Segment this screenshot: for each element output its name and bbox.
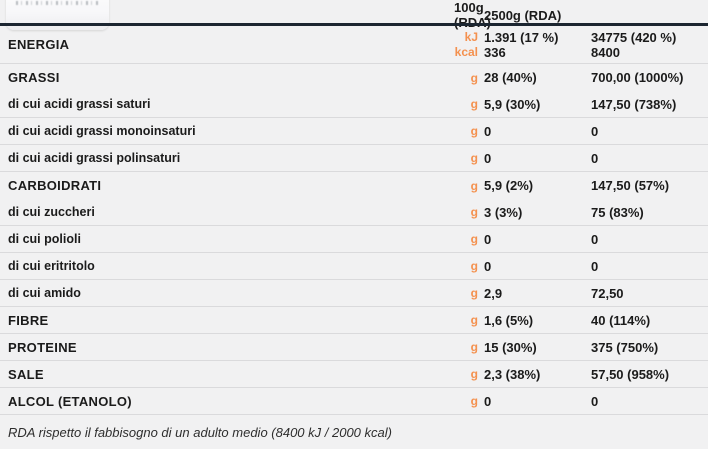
value-2500g: 75 (83%) [591,204,644,220]
nutrient-label: di cui acidi grassi monoinsaturi [8,124,196,138]
unit-label: g [470,124,478,138]
nutrient-label: di cui acidi grassi saturi [8,97,151,111]
nutrient-label: di cui amido [8,286,81,300]
value-100g: 2,9 [484,285,503,301]
value-2500g: 72,50 [591,285,624,301]
value-100g: 28 (40%) [484,70,537,85]
energy-kcal-100g: 336 [484,44,506,60]
table-row: di cui amido g 2,9 72,50 [0,280,708,307]
unit-label: g [470,286,478,300]
value-100g: 1,6 (5%) [484,312,534,328]
nutrient-label: di cui eritritolo [8,259,95,273]
nutrient-label: ALCOL (ETANOLO) [8,393,132,409]
value-2500g: 0 [591,393,599,409]
value-2500g: 40 (114%) [591,312,651,328]
table-row: GRASSI g 28 (40%) 700,00 (1000%) [0,64,708,91]
value-100g: 5,9 (30%) [484,96,541,112]
unit-label: g [470,232,478,246]
unit-label: g [470,340,478,354]
value-2500g: 147,50 (738%) [591,96,677,112]
nutrient-label: di cui acidi grassi polinsaturi [8,151,181,165]
value-2500g: 34775 (420 %) 8400 [585,30,708,60]
unit-label: g [470,313,478,327]
energy-kj-100g: 1.391 (17 %) [484,29,559,45]
value-100g: 0 [484,231,492,247]
value-2500g: 0 [591,150,599,166]
table-row-energia: ENERGIA kJ kcal 1.391 (17 %) 336 34775 (… [0,26,708,64]
nutrient-label: PROTEINE [8,339,77,355]
unit-kcal: kcal [454,44,478,59]
table-row: PROTEINE g 15 (30%) 375 (750%) [0,334,708,361]
unit-label: g [470,394,478,408]
value-100g: 1.391 (17 %) 336 [478,30,585,60]
unit-label: g [470,367,478,381]
unit-label: g [470,205,478,219]
value-2500g: 0 [591,123,599,139]
nutrient-label: SALE [8,366,44,382]
value-2500g: 57,50 (958%) [591,366,670,382]
value-100g: 0 [484,393,492,409]
table-header-row: 100g (RDA) 2500g (RDA) [0,0,708,30]
table-row: ALCOL (ETANOLO) g 0 0 [0,388,708,415]
value-100g: 0 [484,150,492,166]
table-row: CARBOIDRATI g 5,9 (2%) 147,50 (57%) [0,172,708,199]
rda-footnote: RDA rispetto il fabbisogno di un adulto … [8,425,392,440]
table-row: SALE g 2,3 (38%) 57,50 (958%) [0,361,708,388]
energy-kj-2500g: 34775 (420 %) [591,29,677,45]
unit-label: g [470,178,478,193]
table-row: di cui acidi grassi monoinsaturi g 0 0 [0,118,708,145]
value-100g: 2,3 (38%) [484,366,541,382]
table-row: di cui eritritolo g 0 0 [0,253,708,280]
value-2500g: 700,00 (1000%) [591,70,684,85]
nutrient-label: GRASSI [8,70,60,85]
value-2500g: 375 (750%) [591,339,659,355]
nutrient-label: CARBOIDRATI [8,178,102,193]
unit-kj: kJ [464,29,478,44]
table-row: di cui acidi grassi polinsaturi g 0 0 [0,145,708,172]
nutrient-rows: GRASSI g 28 (40%) 700,00 (1000%) di cui acid… [0,64,708,415]
table-row: di cui zuccheri g 3 (3%) 75 (83%) [0,199,708,226]
unit-label: g [470,259,478,273]
unit-label: g [470,70,478,85]
nutrient-label: di cui polioli [8,232,81,246]
value-2500g: 0 [591,231,599,247]
unit-label: g [470,151,478,165]
unit-label: kJ kcal [448,30,478,60]
value-100g: 15 (30%) [484,339,537,355]
energy-kcal-2500g: 8400 [591,44,620,60]
package-fine-print [16,1,99,5]
nutrient-label: FIBRE [8,312,49,328]
column-header-2500g: 2500g (RDA) [484,7,562,23]
unit-label: g [470,97,478,111]
value-100g: 3 (3%) [484,204,523,220]
column-header-100g: 100g (RDA) [454,0,491,30]
value-2500g: 0 [591,258,599,274]
table-row: FIBRE g 1,6 (5%) 40 (114%) [0,307,708,334]
header-divider-rule [0,23,708,26]
table-row: di cui acidi grassi saturi g 5,9 (30%) 147,… [0,91,708,118]
nutrient-label: ENERGIA [8,37,70,52]
value-100g: 0 [484,258,492,274]
value-100g: 5,9 (2%) [484,178,534,193]
nutrient-label: di cui zuccheri [8,205,95,219]
value-2500g: 147,50 (57%) [591,178,670,193]
value-100g: 0 [484,123,492,139]
table-row: di cui polioli g 0 0 [0,226,708,253]
